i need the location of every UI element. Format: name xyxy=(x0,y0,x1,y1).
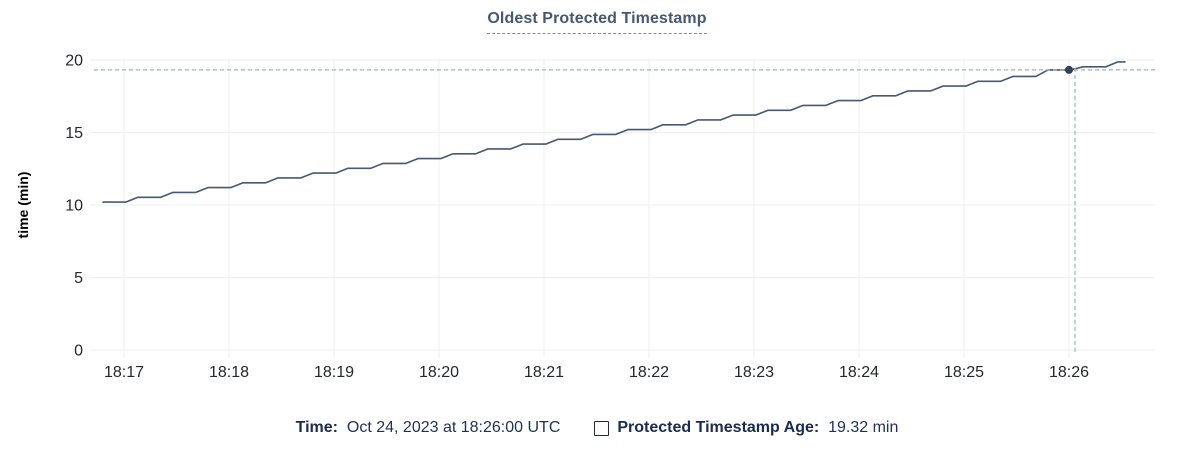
series-legend-value: 19.32 min xyxy=(828,419,899,436)
x-tick-label: 18:21 xyxy=(524,364,564,381)
y-tick-label: 5 xyxy=(74,270,83,287)
x-tick-label: 18:17 xyxy=(104,364,144,381)
x-tick-label: 18:22 xyxy=(629,364,669,381)
x-tick-label: 18:20 xyxy=(419,364,459,381)
series-legend-segment: Protected Timestamp Age: 19.32 min xyxy=(594,419,898,437)
hover-time-label: Time: xyxy=(295,419,339,436)
x-tick-label: 18:18 xyxy=(209,364,249,381)
series-line xyxy=(102,61,1126,203)
chart-title[interactable]: Oldest Protected Timestamp xyxy=(487,10,707,34)
hover-time-value xyxy=(338,419,347,437)
series-legend-spacer xyxy=(819,419,828,437)
series-legend-checkbox-icon[interactable] xyxy=(594,420,610,436)
chart-hover-legend: Time: Oct 24, 2023 at 18:26:00 UTC Prote… xyxy=(0,419,1194,437)
y-tick-label: 0 xyxy=(74,343,83,360)
hover-point-dot xyxy=(1065,65,1073,74)
hover-time-value-text: Oct 24, 2023 at 18:26:00 UTC xyxy=(346,419,561,436)
hover-time-segment: Time: Oct 24, 2023 at 18:26:00 UTC xyxy=(296,419,561,437)
x-tick-label: 18:25 xyxy=(944,364,984,381)
series-legend-label: Protected Timestamp Age: xyxy=(617,419,820,436)
chart-title-wrap: Oldest Protected Timestamp xyxy=(0,10,1194,34)
x-tick-label: 18:23 xyxy=(734,364,774,381)
x-tick-label: 18:26 xyxy=(1049,364,1089,381)
y-tick-label: 15 xyxy=(65,125,83,142)
y-axis-label: time (min) xyxy=(15,172,31,239)
x-tick-label: 18:19 xyxy=(314,364,354,381)
x-tick-label: 18:24 xyxy=(839,364,879,381)
y-tick-label: 20 xyxy=(65,53,83,70)
chart-plot-area[interactable]: 0 5 10 15 20 18:17 18:18 18:19 18:20 18:21 18:22 18… xyxy=(0,0,1194,400)
y-tick-label: 10 xyxy=(65,198,83,215)
